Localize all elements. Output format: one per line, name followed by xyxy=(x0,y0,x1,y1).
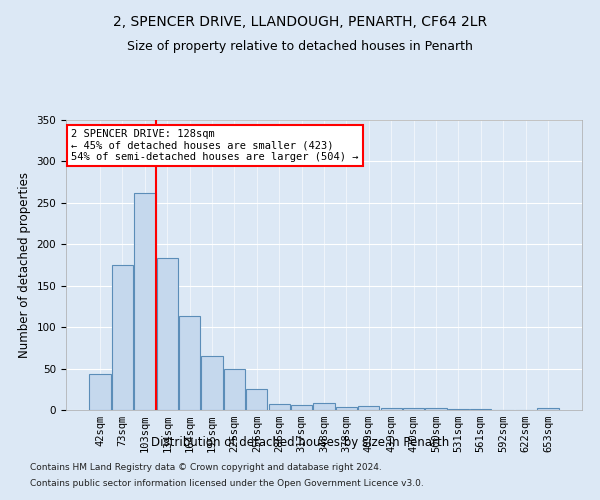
Bar xyxy=(246,390,268,410)
Text: Size of property relative to detached houses in Penarth: Size of property relative to detached ho… xyxy=(127,40,473,53)
Bar xyxy=(470,409,491,410)
Bar xyxy=(425,408,446,410)
Bar xyxy=(179,316,200,410)
Y-axis label: Number of detached properties: Number of detached properties xyxy=(18,172,31,358)
Bar xyxy=(89,374,111,410)
Bar xyxy=(269,404,290,410)
Text: 2 SPENCER DRIVE: 128sqm
← 45% of detached houses are smaller (423)
54% of semi-d: 2 SPENCER DRIVE: 128sqm ← 45% of detache… xyxy=(71,128,359,162)
Bar xyxy=(380,408,402,410)
Bar xyxy=(291,405,312,410)
Text: Contains HM Land Registry data © Crown copyright and database right 2024.: Contains HM Land Registry data © Crown c… xyxy=(30,464,382,472)
Text: 2, SPENCER DRIVE, LLANDOUGH, PENARTH, CF64 2LR: 2, SPENCER DRIVE, LLANDOUGH, PENARTH, CF… xyxy=(113,15,487,29)
Text: Contains public sector information licensed under the Open Government Licence v3: Contains public sector information licen… xyxy=(30,478,424,488)
Bar xyxy=(403,408,424,410)
Bar xyxy=(336,406,357,410)
Bar xyxy=(448,409,469,410)
Bar xyxy=(134,193,155,410)
Bar xyxy=(157,258,178,410)
Bar xyxy=(358,406,379,410)
Bar xyxy=(537,408,559,410)
Bar xyxy=(224,368,245,410)
Text: Distribution of detached houses by size in Penarth: Distribution of detached houses by size … xyxy=(151,436,449,449)
Bar xyxy=(313,404,335,410)
Bar xyxy=(112,265,133,410)
Bar xyxy=(202,356,223,410)
